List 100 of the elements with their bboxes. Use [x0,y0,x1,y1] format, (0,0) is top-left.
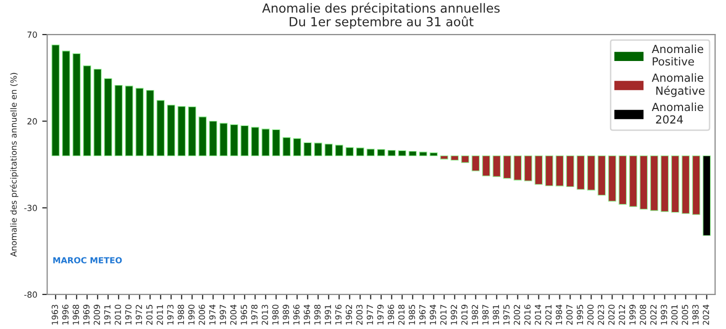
x-tick-label: 2023 [598,304,604,325]
bar [220,122,228,156]
x-tick-label: 1969 [83,304,90,324]
bar [72,53,81,156]
x-tick-label: 1997 [220,304,226,324]
bar [188,106,196,156]
x-tick-label: 2014 [534,304,542,325]
x-tick-label: 1995 [576,304,584,324]
x-tick-label: 1985 [408,304,416,324]
x-tick-label: 2007 [566,304,573,325]
bar [398,150,406,156]
bar [534,155,543,185]
x-tick-label: 1971 [104,304,111,324]
bar [209,120,218,156]
bar [377,149,386,156]
x-tick-label: 2020 [608,304,615,325]
x-tick-label: 1993 [660,304,668,324]
bar [104,78,112,156]
x-tick-label: 1976 [335,304,342,324]
x-tick-label: 1962 [346,305,352,324]
annotation: MAROC METEO [53,257,122,264]
x-tick-label: 1990 [188,304,195,324]
x-tick-label: 1964 [304,304,310,324]
bar [83,65,92,156]
x-tick-label: 1963 [52,304,58,324]
x-tick-label: 2024 [702,304,710,325]
x-tick-label: 2006 [198,304,206,325]
x-tick-label: 1972 [136,305,142,324]
x-tick-label: 2005 [682,304,688,325]
x-tick-label: 1994 [430,304,436,324]
x-tick-label: 1983 [692,304,699,324]
bar [62,50,70,156]
bar [492,155,501,177]
legend-label: Anomalie Positive [652,44,704,66]
x-tick-label: 1998 [314,304,321,324]
legend-label: Anomalie 2024 [652,102,704,124]
x-tick-label: 1982 [472,305,478,324]
bar [440,155,448,160]
x-tick-label: 2004 [230,304,237,325]
bar [514,155,522,180]
bar [240,125,249,156]
x-tick-label: 1965 [240,304,248,324]
bar [682,155,690,214]
bar [461,155,470,163]
y-tick-label: 20 [27,118,37,124]
bar [94,68,102,156]
bar [125,86,134,156]
bar [482,155,490,176]
bar [556,155,564,186]
bar [272,129,280,156]
x-tick-label: 2003 [356,304,363,325]
bar [430,152,438,156]
bar [702,155,711,236]
x-tick-label: 1981 [492,304,500,324]
bar [304,142,312,156]
x-tick-label: 1992 [450,305,458,324]
bar [524,155,532,182]
bar [262,128,270,156]
x-tick-label: 1999 [629,304,636,324]
bar [178,106,186,156]
x-tick-label: 2012 [618,305,626,325]
x-tick-label: 1967 [419,304,426,324]
x-tick-label: 1974 [209,304,216,324]
x-tick-label: 1966 [293,304,300,324]
x-tick-label: 1968 [72,304,80,324]
bar [136,88,144,156]
x-tick-label: 1977 [366,304,374,324]
bar [388,150,396,156]
bar [198,116,207,156]
bar [335,144,344,156]
chart-title: Anomalie des précipitations annuelles Du 1er septembre au 31 août [262,2,500,29]
x-tick-label: 1970 [125,304,132,324]
x-tick-label: 2022 [650,305,657,325]
bar [282,137,291,156]
bar [324,144,333,156]
bar [146,90,154,156]
bar [419,152,428,156]
bar [314,142,322,156]
bar [114,84,123,156]
bar [503,155,512,179]
x-tick-label: 1987 [482,304,489,324]
bar [366,148,375,156]
x-tick-label: 2002 [514,305,520,325]
x-tick-label: 2008 [640,304,646,325]
bar [251,126,260,156]
legend-label: Anomalie Négative [652,73,705,98]
x-tick-label: 1978 [251,304,258,324]
x-tick-label: 1986 [388,304,394,324]
x-tick-label: 1975 [503,304,510,324]
bar [587,155,596,190]
x-tick-label: 1984 [556,304,562,324]
bar [576,155,585,190]
bar [356,148,364,156]
bar [660,155,669,212]
y-axis-title: Anomalie des précipitations annuelle en (%) [10,72,18,257]
x-tick-label: 2000 [587,304,594,325]
bar [346,147,354,156]
bar [472,155,480,172]
x-tick-label: 2010 [114,304,122,325]
x-tick-label: 2015 [146,304,153,325]
